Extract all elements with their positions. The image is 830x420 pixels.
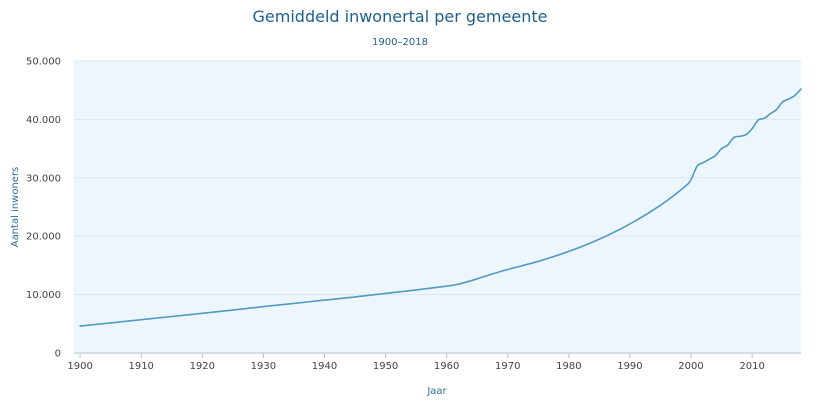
- y-tick-label: 0: [55, 349, 61, 360]
- x-tick-label: 1980: [556, 361, 581, 372]
- x-tick-label: 1950: [373, 361, 398, 372]
- y-tick-label: 30.000: [26, 173, 61, 184]
- x-tick-label: 2000: [678, 361, 703, 372]
- y-tick-label: 20.000: [26, 232, 61, 243]
- x-tick-label: 1940: [312, 361, 337, 372]
- x-tick-label: 1910: [128, 361, 153, 372]
- x-tick-label: 2010: [739, 361, 764, 372]
- series-line: [79, 88, 802, 327]
- x-tick-label: 1920: [190, 361, 215, 372]
- chart-subtitle: 1900–2018: [372, 37, 428, 48]
- y-axis-ticks: 0 10.000 20.000 30.000 40.000 50.000: [26, 57, 61, 360]
- grid-lines: [74, 60, 801, 296]
- plot-area: [74, 61, 801, 353]
- x-tick-label: 1900: [67, 361, 92, 372]
- chart-title: Gemiddeld inwonertal per gemeente: [253, 7, 548, 26]
- x-axis-ticks: 1900 1910 1920 1930 1940 1950 1960 1970 1980 1990…: [67, 353, 765, 372]
- x-tick-label: 1970: [495, 361, 520, 372]
- x-tick-label: 1990: [617, 361, 642, 372]
- y-tick-label: 50.000: [26, 57, 61, 68]
- x-axis-label: Jaar: [426, 386, 447, 397]
- x-tick-label: 1930: [251, 361, 276, 372]
- y-axis-label: Aantal inwoners: [10, 167, 21, 248]
- y-tick-label: 10.000: [26, 290, 61, 301]
- y-tick-label: 40.000: [26, 115, 61, 126]
- x-tick-label: 1960: [434, 361, 459, 372]
